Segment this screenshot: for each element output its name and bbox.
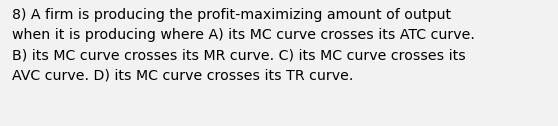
Text: 8) A firm is producing the profit-maximizing amount of output
when it is produci: 8) A firm is producing the profit-maximi… xyxy=(12,8,475,82)
